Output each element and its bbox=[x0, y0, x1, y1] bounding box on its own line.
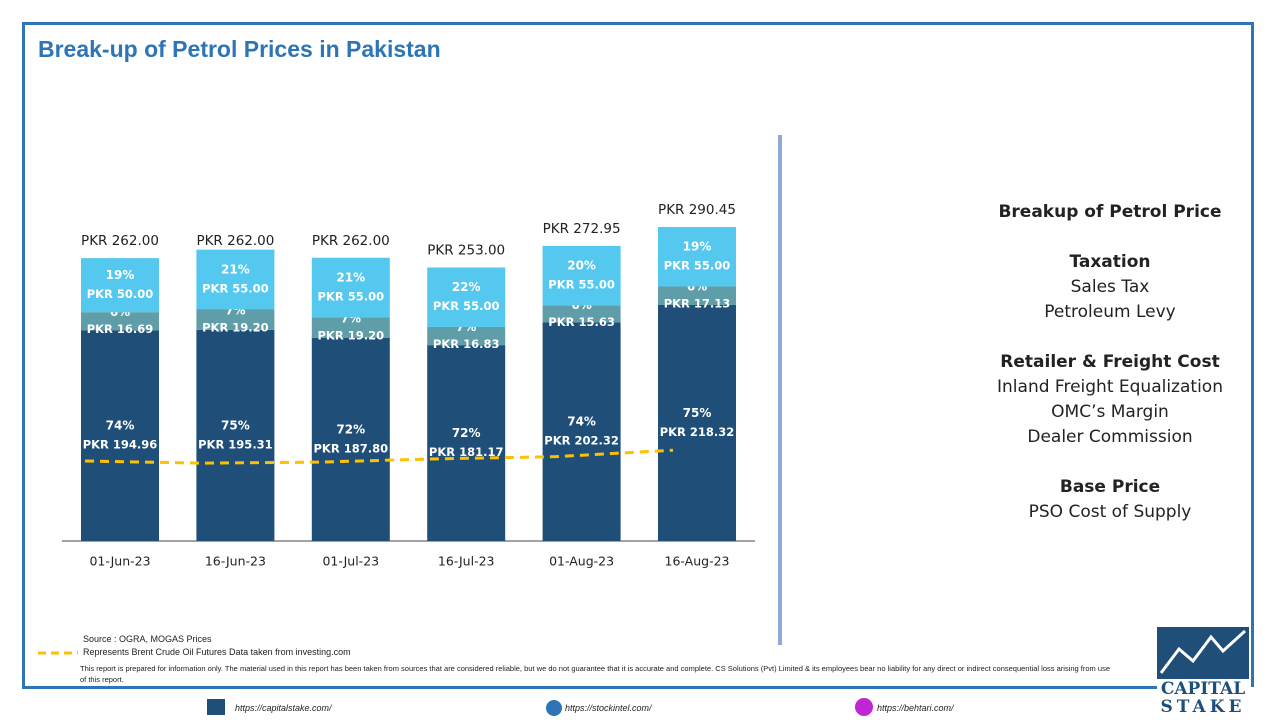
bar-segment bbox=[542, 305, 621, 323]
bar-segment bbox=[542, 322, 621, 541]
breakdown-item: Inland Freight Equalization bbox=[997, 377, 1223, 397]
percent-label: 74% bbox=[106, 419, 135, 433]
value-label: PKR 16.83 bbox=[433, 337, 500, 351]
breakdown-heading: Retailer & Freight Cost bbox=[1000, 352, 1220, 372]
logo-word: STAKE bbox=[1160, 697, 1246, 717]
icon bbox=[207, 699, 225, 715]
total-label: PKR 290.45 bbox=[658, 202, 736, 218]
bar-segment bbox=[311, 257, 390, 318]
x-tick-label: 01-Jun-23 bbox=[89, 554, 150, 569]
source: Source : OGRA, MOGAS Prices bbox=[83, 634, 212, 644]
bar-segment bbox=[196, 329, 275, 541]
value-label: PKR 55.00 bbox=[548, 278, 615, 292]
breakdown-section: Taxation Sales Tax Petroleum Levy bbox=[985, 250, 1235, 325]
logo-word: CAPITAL bbox=[1160, 679, 1246, 699]
value-label: PKR 218.32 bbox=[660, 425, 735, 439]
value-label: PKR 194.96 bbox=[83, 438, 158, 452]
x-tick-label: 16-Aug-23 bbox=[665, 554, 730, 569]
bar-segment bbox=[311, 337, 390, 541]
value-label: PKR 181.17 bbox=[429, 445, 504, 459]
percent-label: 20% bbox=[567, 259, 596, 273]
frame-bottom bbox=[22, 686, 1157, 689]
bar-segment bbox=[81, 312, 159, 331]
bar-segment bbox=[658, 304, 736, 541]
x-tick-label: 01-Aug-23 bbox=[549, 554, 614, 569]
legend-line-label: Represents Brent Crude Oil Futures Data … bbox=[83, 647, 351, 657]
percent-label: 72% bbox=[336, 422, 365, 436]
brent-line bbox=[84, 448, 674, 465]
breakdown-title: Breakup of Petrol Price bbox=[998, 202, 1222, 222]
bar-segment bbox=[658, 227, 736, 287]
value-label: PKR 19.20 bbox=[202, 320, 269, 334]
value-label: PKR 55.00 bbox=[318, 289, 385, 303]
logo-graph bbox=[1159, 629, 1247, 674]
logo-mark bbox=[1157, 627, 1249, 679]
bar-segment bbox=[311, 317, 390, 338]
total-label: PKR 262.00 bbox=[196, 233, 274, 249]
value-label: PKR 50.00 bbox=[87, 287, 154, 301]
percent-label: 21% bbox=[221, 262, 250, 276]
bar-segment bbox=[196, 249, 275, 310]
logo-text: CAPITAL STAKE bbox=[1155, 680, 1251, 716]
total-label: PKR 262.00 bbox=[312, 233, 390, 249]
icon bbox=[855, 698, 873, 716]
percent-label: 19% bbox=[106, 268, 135, 282]
value-label: PKR 55.00 bbox=[433, 299, 500, 313]
legend-taxation: Taxation bbox=[847, 239, 919, 257]
legend-base: Base Price bbox=[838, 469, 928, 488]
bar-segment bbox=[81, 330, 159, 541]
value-label: PKR 19.20 bbox=[318, 329, 385, 343]
bar-segment bbox=[427, 326, 506, 346]
value-label: PKR 16.69 bbox=[87, 322, 154, 336]
percent-label: 21% bbox=[336, 270, 365, 284]
x-tick-label: 16-Jun-23 bbox=[205, 554, 266, 569]
bar-segment bbox=[196, 309, 275, 330]
percent-label: 75% bbox=[683, 406, 712, 420]
total-label: PKR 272.95 bbox=[543, 221, 621, 237]
disclaimer: This report is prepared for information … bbox=[80, 664, 1110, 684]
percent-label: 22% bbox=[452, 280, 481, 294]
bar-segment bbox=[427, 267, 506, 327]
frame bbox=[22, 22, 1254, 687]
link[interactable]: https://behtari.com/ bbox=[877, 703, 954, 713]
breakdown: Breakup of Petrol Price Taxation Sales Ta… bbox=[985, 200, 1235, 525]
percent-label: 72% bbox=[452, 426, 481, 440]
breakdown-section: Retailer & Freight Cost Inland Freight Eq… bbox=[985, 350, 1235, 450]
value-label: PKR 55.00 bbox=[664, 259, 731, 273]
value-label: PKR 55.00 bbox=[202, 281, 269, 295]
breakdown-item: OMC’s Margin bbox=[1051, 402, 1169, 422]
value-label: PKR 17.13 bbox=[664, 297, 731, 311]
value-label: PKR 195.31 bbox=[198, 437, 273, 451]
title: Break-up of Petrol Prices in Pakistan bbox=[38, 36, 441, 62]
bar-segment bbox=[427, 345, 506, 541]
bar-segment bbox=[81, 258, 159, 313]
bar-segment bbox=[658, 286, 736, 305]
value-label: PKR 187.80 bbox=[314, 441, 389, 455]
value-label: PKR 15.63 bbox=[548, 315, 615, 329]
link[interactable]: https://capitalstake.com/ bbox=[235, 703, 332, 713]
bar-segment bbox=[542, 245, 621, 306]
breakdown-heading: Taxation bbox=[1069, 252, 1151, 272]
legend-retailer: Retailer & Freight Cost bbox=[839, 299, 927, 334]
breakdown-heading: Base Price bbox=[1059, 477, 1161, 497]
value-label: PKR 202.32 bbox=[544, 434, 619, 448]
breakdown-item: Petroleum Levy bbox=[1044, 302, 1176, 322]
breakdown-item: PSO Cost of Supply bbox=[1028, 502, 1192, 522]
x-tick-label: 01-Jul-23 bbox=[322, 554, 379, 569]
breakdown-item: Sales Tax bbox=[1070, 277, 1150, 297]
breakdown-item: Dealer Commission bbox=[1027, 427, 1193, 447]
icon bbox=[546, 700, 562, 716]
link[interactable]: https://stockintel.com/ bbox=[565, 703, 652, 713]
percent-label: 75% bbox=[221, 418, 250, 432]
total-label: PKR 262.00 bbox=[81, 233, 159, 249]
total-label: PKR 253.00 bbox=[427, 242, 505, 258]
percent-label: 19% bbox=[683, 240, 712, 254]
breakdown-section: Base Price PSO Cost of Supply bbox=[985, 475, 1235, 525]
x-tick-label: 16-Jul-23 bbox=[438, 554, 495, 569]
percent-label: 74% bbox=[567, 415, 596, 429]
